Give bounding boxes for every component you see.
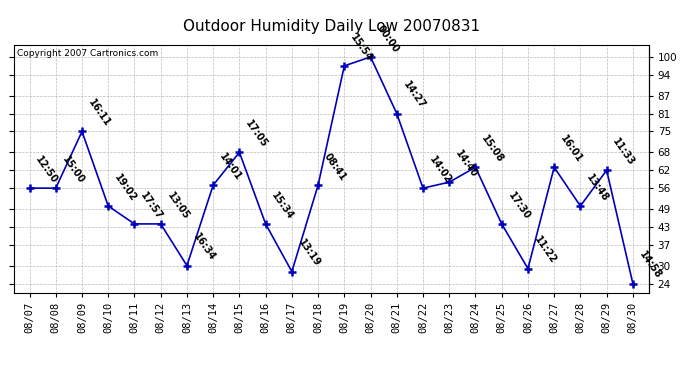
Text: 08:41: 08:41 xyxy=(322,151,348,182)
Text: 17:05: 17:05 xyxy=(244,118,270,150)
Text: 13:05: 13:05 xyxy=(165,190,191,221)
Text: 14:58: 14:58 xyxy=(637,249,663,281)
Text: 13:19: 13:19 xyxy=(296,238,322,269)
Text: 11:22: 11:22 xyxy=(532,235,558,266)
Text: 15:34: 15:34 xyxy=(270,190,296,221)
Text: 15:00: 15:00 xyxy=(60,154,86,185)
Text: 15:08: 15:08 xyxy=(480,133,506,165)
Text: 17:30: 17:30 xyxy=(506,190,532,221)
Text: 14:01: 14:01 xyxy=(217,151,244,182)
Text: Copyright 2007 Cartronics.com: Copyright 2007 Cartronics.com xyxy=(17,49,158,58)
Text: 14:27: 14:27 xyxy=(401,80,427,111)
Text: 00:00: 00:00 xyxy=(375,23,401,54)
Text: Outdoor Humidity Daily Low 20070831: Outdoor Humidity Daily Low 20070831 xyxy=(183,19,480,34)
Text: 16:01: 16:01 xyxy=(558,134,584,165)
Text: 15:54: 15:54 xyxy=(348,32,375,63)
Text: 19:02: 19:02 xyxy=(112,172,139,203)
Text: 12:50: 12:50 xyxy=(34,154,59,185)
Text: 16:34: 16:34 xyxy=(191,232,217,263)
Text: 11:33: 11:33 xyxy=(611,136,637,168)
Text: 14:40: 14:40 xyxy=(453,148,480,179)
Text: 17:57: 17:57 xyxy=(139,190,165,221)
Text: 13:48: 13:48 xyxy=(584,172,611,203)
Text: 16:11: 16:11 xyxy=(86,98,112,129)
Text: 14:02: 14:02 xyxy=(427,154,453,185)
